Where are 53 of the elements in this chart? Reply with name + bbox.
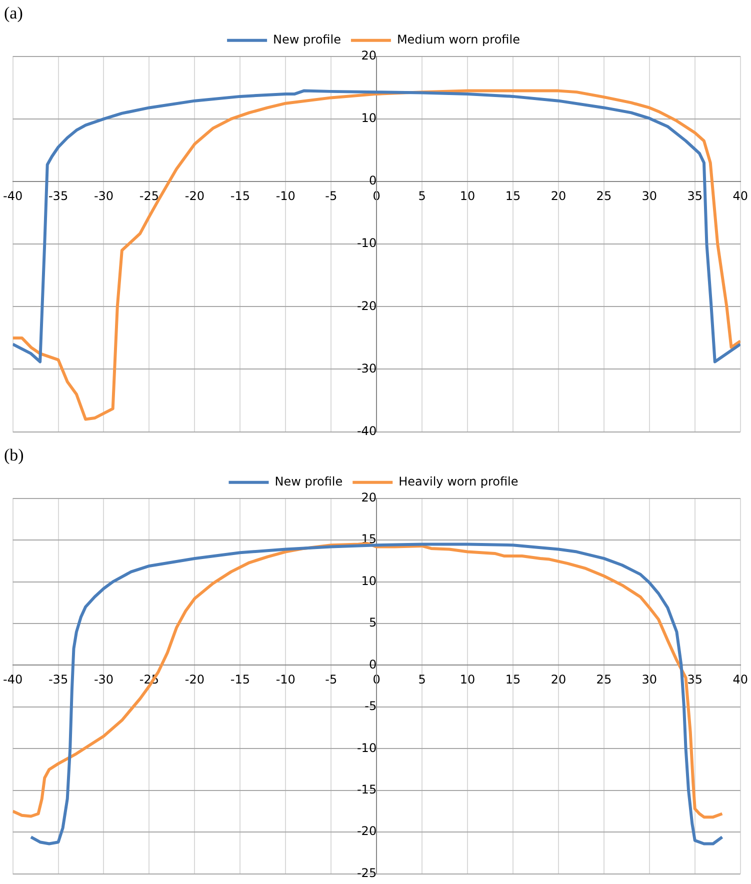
x-tick-label: 10 [460,188,476,203]
x-tick-label: 10 [460,672,476,687]
x-tick-label: 20 [550,188,566,203]
y-tick-label: 0 [368,174,377,188]
y-tick-label: -10 [356,740,377,755]
x-tick-label: -30 [94,672,114,687]
x-tick-label: -40 [2,188,23,203]
x-tick-label: -30 [94,188,114,203]
x-tick-label: 15 [505,672,521,687]
y-tick-label: 0 [368,657,377,672]
x-tick-label: -15 [230,188,250,203]
x-tick-label: -15 [230,672,250,687]
x-tick-label: -5 [325,188,338,203]
y-tick-label: -25 [356,866,377,880]
legend-label: Medium worn profile [396,32,520,47]
x-tick-label: 35 [687,188,703,203]
x-tick-label: -10 [276,672,296,687]
x-tick-label: 15 [505,188,521,203]
y-tick-label: 5 [368,616,377,630]
x-tick-label: -35 [48,188,68,203]
x-tick-label: 5 [418,672,426,687]
y-tick-label: -30 [356,361,377,376]
y-tick-label: -10 [356,236,377,250]
x-tick-label: 20 [550,672,566,687]
x-tick-label: 25 [596,188,612,203]
legend-label: New profile [273,32,341,47]
x-tick-label: -25 [139,188,160,203]
x-tick-label: 35 [687,672,703,687]
y-tick-label: -5 [364,699,377,714]
x-tick-label: -40 [2,672,23,687]
y-tick-label: -20 [356,824,377,838]
x-tick-label: 40 [732,188,748,203]
chart-title: (a) [4,4,23,23]
y-tick-label: 20 [361,48,377,63]
x-tick-label: 30 [642,672,658,687]
chart-title: (b) [4,446,24,465]
y-tick-label: -20 [356,298,377,313]
legend-label: Heavily worn profile [398,474,518,489]
x-tick-label: 30 [642,188,658,203]
x-tick-label: 5 [418,188,426,203]
x-tick-label: -20 [184,672,204,687]
x-tick-label: -20 [184,188,204,203]
x-tick-label: -5 [325,672,338,687]
y-tick-label: 10 [361,574,377,588]
legend-label: New profile [274,474,343,489]
x-tick-label: -35 [48,672,68,687]
y-tick-label: 20 [361,490,377,505]
y-tick-label: 10 [361,111,377,126]
y-tick-label: -15 [356,782,377,797]
x-tick-label: 40 [732,672,748,687]
x-tick-label: -10 [276,188,296,203]
y-tick-label: -40 [356,424,377,438]
x-tick-label: 25 [596,672,612,687]
